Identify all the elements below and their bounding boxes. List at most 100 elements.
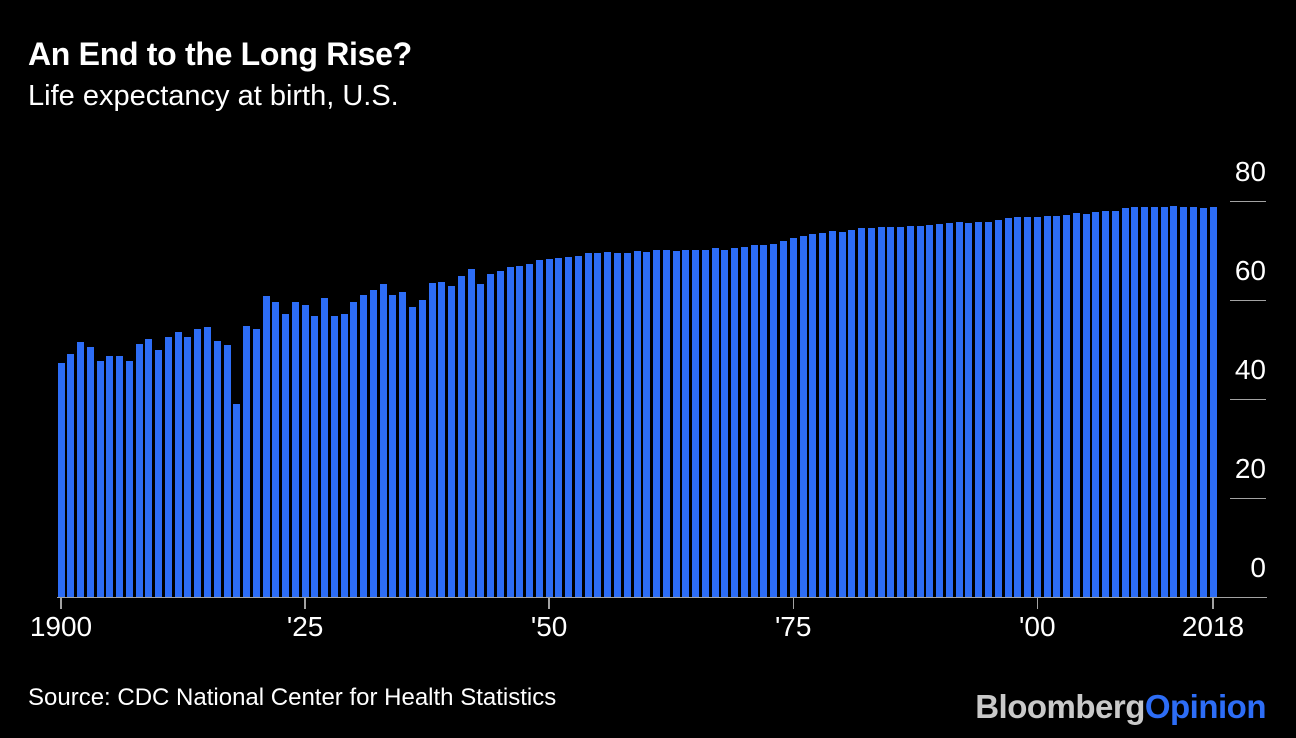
bar-1989 bbox=[926, 225, 934, 597]
bar-1987 bbox=[906, 226, 914, 597]
y-tick-label-20: 20 bbox=[1234, 453, 1266, 484]
bar-1977 bbox=[809, 234, 817, 597]
bar-1963 bbox=[672, 251, 680, 597]
bar-1983 bbox=[867, 227, 875, 597]
bar-1968 bbox=[721, 249, 729, 597]
y-tick-40 bbox=[1230, 398, 1266, 400]
bar-2007 bbox=[1102, 211, 1110, 597]
bar-1918 bbox=[233, 403, 241, 597]
bar-2013 bbox=[1160, 206, 1168, 597]
bar-1950 bbox=[545, 259, 553, 597]
bar-1991 bbox=[945, 223, 953, 597]
bar-1905 bbox=[106, 355, 114, 597]
bar-1955 bbox=[594, 252, 602, 597]
bar-1952 bbox=[565, 257, 573, 597]
bar-1998 bbox=[1014, 217, 1022, 597]
bar-1938 bbox=[428, 282, 436, 597]
bar-1935 bbox=[399, 291, 407, 597]
bar-1927 bbox=[321, 298, 329, 597]
x-tick-label-1900: 1900 bbox=[29, 611, 93, 642]
bar-1959 bbox=[633, 251, 641, 597]
bar-1971 bbox=[750, 245, 758, 597]
bar-1973 bbox=[770, 243, 778, 597]
bar-2010 bbox=[1131, 207, 1139, 597]
bar-2012 bbox=[1150, 206, 1158, 597]
bar-1966 bbox=[701, 249, 709, 597]
bar-2006 bbox=[1092, 212, 1100, 597]
bar-2017 bbox=[1199, 207, 1207, 597]
bar-1907 bbox=[125, 361, 133, 597]
bloomberg-opinion-logo: BloombergOpinion bbox=[975, 688, 1266, 726]
bar-1937 bbox=[418, 300, 426, 597]
x-tick-label-1975: '75 bbox=[774, 611, 812, 642]
bar-1948 bbox=[526, 264, 534, 597]
bar-2005 bbox=[1082, 213, 1090, 597]
bar-1992 bbox=[955, 221, 963, 597]
bar-1944 bbox=[487, 274, 495, 597]
bar-2018 bbox=[1209, 207, 1217, 597]
bar-1980 bbox=[838, 232, 846, 597]
bar-2009 bbox=[1121, 208, 1129, 597]
bar-1978 bbox=[819, 233, 826, 597]
bar-1946 bbox=[506, 266, 514, 597]
bar-1933 bbox=[379, 283, 387, 597]
bar-1923 bbox=[282, 313, 289, 597]
bar-1921 bbox=[262, 296, 270, 597]
bar-1945 bbox=[496, 270, 504, 597]
bar-1914 bbox=[194, 328, 202, 597]
bar-1909 bbox=[145, 339, 153, 597]
y-tick-label-40: 40 bbox=[1234, 354, 1266, 385]
bar-1922 bbox=[272, 302, 280, 597]
bar-1949 bbox=[535, 260, 543, 597]
bar-1911 bbox=[164, 336, 172, 597]
bar-1981 bbox=[848, 230, 856, 597]
bar-1979 bbox=[828, 231, 836, 597]
x-tick-1900 bbox=[60, 598, 62, 609]
bar-1964 bbox=[682, 249, 690, 597]
bar-1941 bbox=[457, 276, 465, 597]
bar-1994 bbox=[975, 222, 983, 597]
x-tick-label-2018: 2018 bbox=[1181, 611, 1245, 642]
bar-2014 bbox=[1170, 206, 1178, 597]
bar-1954 bbox=[584, 252, 592, 597]
bar-2015 bbox=[1180, 207, 1188, 597]
bar-1961 bbox=[653, 249, 660, 597]
y-tick-label-60: 60 bbox=[1234, 255, 1266, 286]
bar-1943 bbox=[477, 283, 485, 597]
bar-1970 bbox=[740, 246, 748, 597]
bar-1917 bbox=[223, 345, 231, 597]
bar-1999 bbox=[1024, 217, 1031, 597]
bar-2011 bbox=[1141, 207, 1149, 597]
bar-1931 bbox=[360, 294, 368, 597]
bar-1962 bbox=[662, 250, 670, 597]
x-tick-1925 bbox=[304, 598, 306, 609]
x-tick-1975 bbox=[792, 598, 794, 609]
bar-1942 bbox=[467, 269, 475, 597]
bar-1990 bbox=[936, 223, 944, 597]
bar-1940 bbox=[448, 285, 455, 597]
bar-1915 bbox=[203, 327, 211, 597]
bar-1901 bbox=[67, 354, 75, 597]
bar-1904 bbox=[96, 361, 104, 597]
chart-title: An End to the Long Rise? bbox=[28, 36, 412, 72]
bar-1986 bbox=[897, 227, 905, 597]
bar-1976 bbox=[799, 236, 807, 597]
y-tick-label-80: 80 bbox=[1234, 156, 1266, 187]
bar-1951 bbox=[555, 258, 563, 597]
bar-1969 bbox=[731, 248, 739, 597]
bar-1936 bbox=[409, 307, 416, 597]
bar-1912 bbox=[174, 332, 182, 597]
bar-2000 bbox=[1033, 216, 1041, 597]
bar-1925 bbox=[301, 304, 309, 597]
bar-1906 bbox=[116, 355, 124, 597]
bar-2002 bbox=[1053, 216, 1061, 597]
bar-1988 bbox=[916, 226, 924, 597]
y-tick-label-0: 0 bbox=[1250, 552, 1266, 583]
source-note: Source: CDC National Center for Health S… bbox=[28, 684, 557, 711]
bar-1902 bbox=[77, 342, 84, 597]
bar-1975 bbox=[789, 237, 797, 597]
bar-2003 bbox=[1063, 215, 1071, 597]
bar-1939 bbox=[438, 281, 446, 597]
bar-1982 bbox=[858, 228, 865, 597]
